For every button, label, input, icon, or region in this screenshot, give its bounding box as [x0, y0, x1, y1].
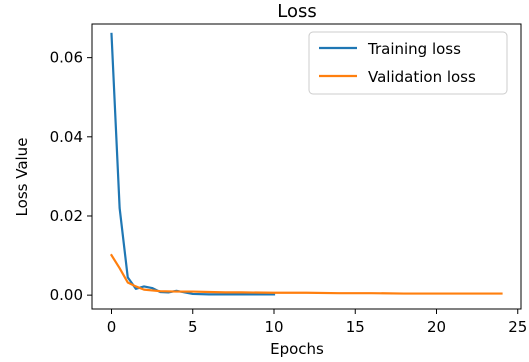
y-tick-label: 0.00 [50, 286, 83, 304]
y-tick-label: 0.06 [50, 49, 83, 67]
plot-frame [91, 23, 522, 310]
validation-loss-line [109, 253, 503, 295]
x-axis-ticks: 0 5 10 15 20 25 [107, 309, 527, 336]
legend: Training loss Validation loss [308, 31, 508, 95]
x-tick-label: 5 [188, 318, 198, 336]
y-tick-label: 0.02 [50, 207, 83, 225]
chart-title: Loss [277, 1, 316, 22]
y-tick-label: 0.04 [50, 128, 83, 146]
training-loss-line [110, 32, 276, 296]
legend-label-validation-loss: Validation loss [368, 68, 476, 86]
y-axis-label: Loss Value [13, 138, 31, 217]
series-lines [109, 32, 503, 296]
x-axis-label: Epochs [270, 340, 324, 358]
x-tick-label: 20 [427, 318, 446, 336]
legend-label-training-loss: Training loss [367, 40, 461, 58]
legend-box [308, 31, 508, 95]
x-tick-label: 10 [264, 318, 283, 336]
y-axis-ticks: 0.00 0.02 0.04 0.06 [50, 49, 92, 304]
x-tick-label: 25 [508, 318, 527, 336]
x-tick-label: 0 [107, 318, 117, 336]
x-tick-label: 15 [346, 318, 365, 336]
plot-border [91, 23, 522, 310]
